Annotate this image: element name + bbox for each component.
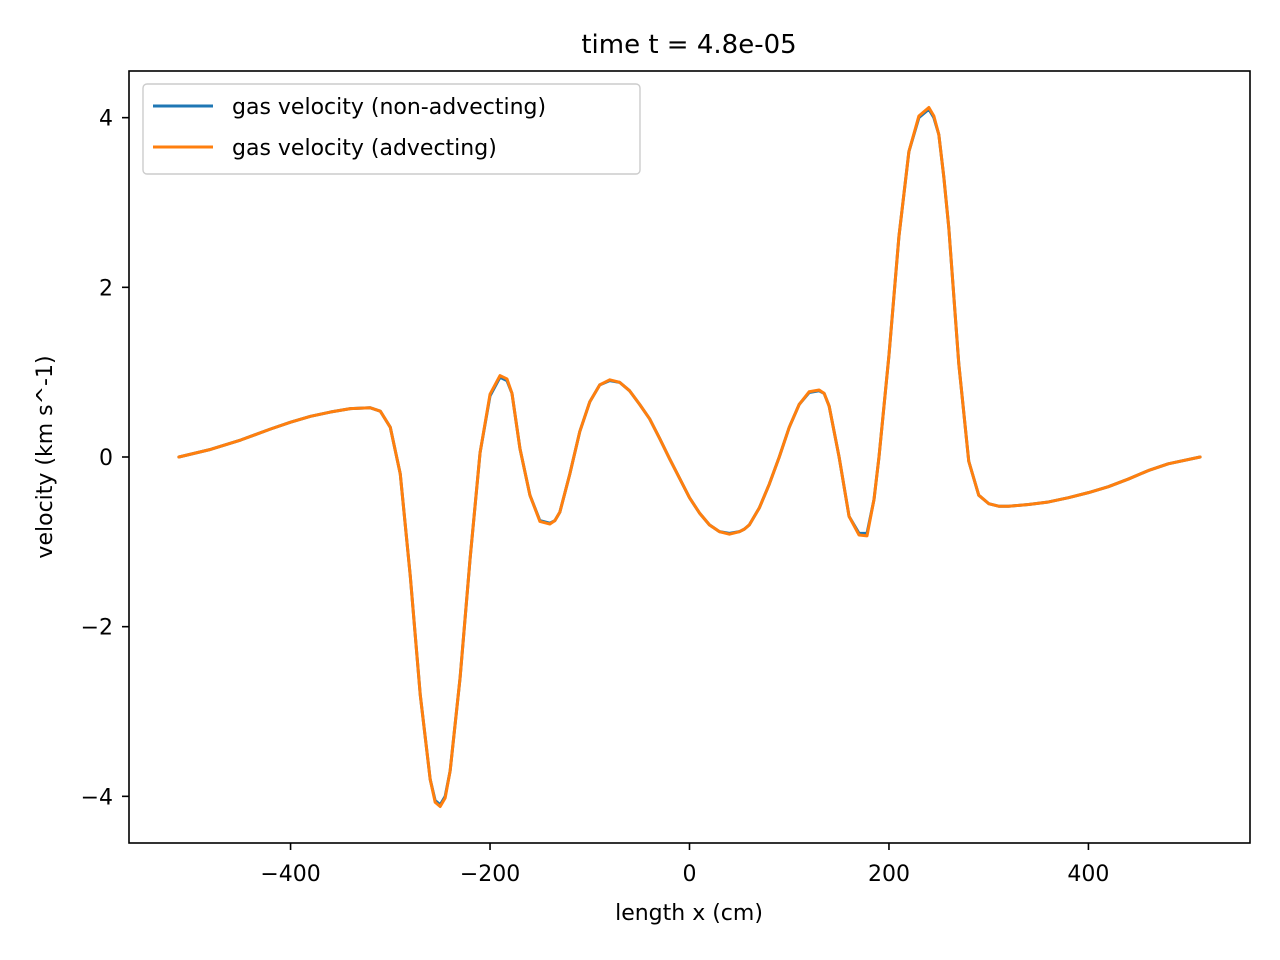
x-tick-label: −200 [460, 862, 520, 887]
series-line-non-advecting [177, 107, 1202, 807]
plot-frame [128, 70, 1251, 844]
x-axis: −400 −200 0 200 400 [260, 843, 1109, 887]
y-tick-label: 4 [99, 107, 113, 132]
y-axis: −4 −2 0 2 4 [81, 107, 129, 810]
legend-box [142, 83, 641, 175]
y-axis-label: velocity (km s^-1) [33, 355, 58, 558]
y-tick-label: 2 [99, 276, 113, 301]
legend-label-advecting: gas velocity (advecting) [232, 136, 497, 161]
x-tick-label: 200 [868, 862, 910, 887]
x-tick-label: 0 [683, 862, 697, 887]
legend: gas velocity (non-advecting) gas velocit… [142, 83, 641, 175]
y-tick-label: −4 [81, 785, 113, 810]
legend-label-non-advecting: gas velocity (non-advecting) [232, 95, 546, 120]
series-line-advecting [177, 105, 1202, 809]
y-tick-label: 0 [99, 446, 113, 471]
x-axis-label: length x (cm) [615, 901, 763, 926]
x-tick-label: 400 [1067, 862, 1109, 887]
series-layer [177, 105, 1202, 809]
x-tick-label: −400 [260, 862, 320, 887]
chart-title: time t = 4.8e-05 [581, 30, 796, 60]
y-tick-label: −2 [81, 616, 113, 641]
